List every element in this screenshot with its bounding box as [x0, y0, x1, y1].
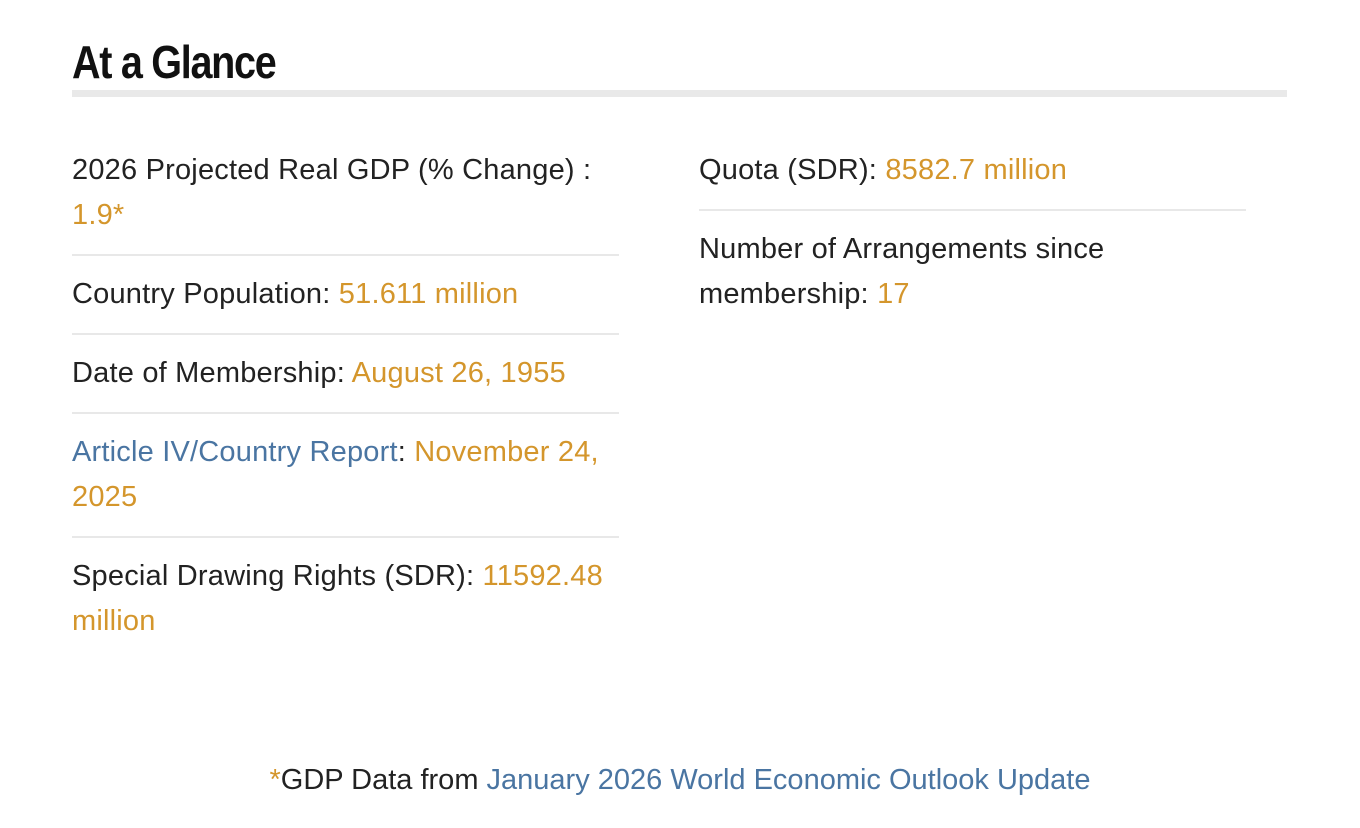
- gdp-item: 2026 Projected Real GDP (% Change) : 1.9…: [72, 148, 619, 238]
- divider: [72, 333, 619, 335]
- divider: [72, 536, 619, 538]
- membership-value: August 26, 1955: [351, 357, 566, 389]
- sdr-value: 11592.48 million: [72, 560, 603, 637]
- quota-label: Quota (SDR):: [699, 154, 886, 186]
- divider: [72, 412, 619, 414]
- sdr-item: Special Drawing Rights (SDR): 11592.48 m…: [72, 554, 619, 644]
- right-column: Quota (SDR): 8582.7 million Number of Ar…: [699, 148, 1246, 317]
- article-iv-separator: :: [397, 436, 415, 468]
- title-underline: [72, 90, 1287, 97]
- quota-item: Quota (SDR): 8582.7 million: [699, 148, 1246, 193]
- footnote-text: GDP Data from: [280, 764, 487, 796]
- divider: [72, 254, 619, 256]
- footnote-asterisk: *: [269, 764, 281, 796]
- divider: [699, 209, 1246, 211]
- population-value: 51.611 million: [338, 278, 519, 310]
- gdp-label: 2026 Projected Real GDP (% Change) :: [72, 154, 592, 186]
- population-label: Country Population:: [72, 278, 339, 310]
- gdp-value: 1.9*: [72, 199, 125, 231]
- left-column: 2026 Projected Real GDP (% Change) : 1.9…: [72, 148, 619, 644]
- population-item: Country Population: 51.611 million: [72, 272, 619, 317]
- arrangements-item: Number of Arrangements since membership:…: [699, 227, 1246, 317]
- quota-value: 8582.7 million: [885, 154, 1068, 186]
- sdr-label: Special Drawing Rights (SDR):: [72, 560, 483, 592]
- arrangements-value: 17: [877, 278, 910, 310]
- gdp-footnote: *GDP Data from January 2026 World Econom…: [0, 758, 1360, 803]
- section-title: At a Glance: [72, 36, 277, 88]
- article-iv-item: Article IV/Country Report: November 24, …: [72, 430, 619, 520]
- arrangements-label: Number of Arrangements since membership:: [699, 233, 1105, 310]
- membership-item: Date of Membership: August 26, 1955: [72, 351, 619, 396]
- article-iv-value: November 24, 2025: [72, 436, 599, 513]
- membership-label: Date of Membership:: [72, 357, 352, 389]
- weo-update-link[interactable]: January 2026 World Economic Outlook Upda…: [486, 764, 1091, 796]
- article-iv-link[interactable]: Article IV/Country Report: [72, 436, 398, 468]
